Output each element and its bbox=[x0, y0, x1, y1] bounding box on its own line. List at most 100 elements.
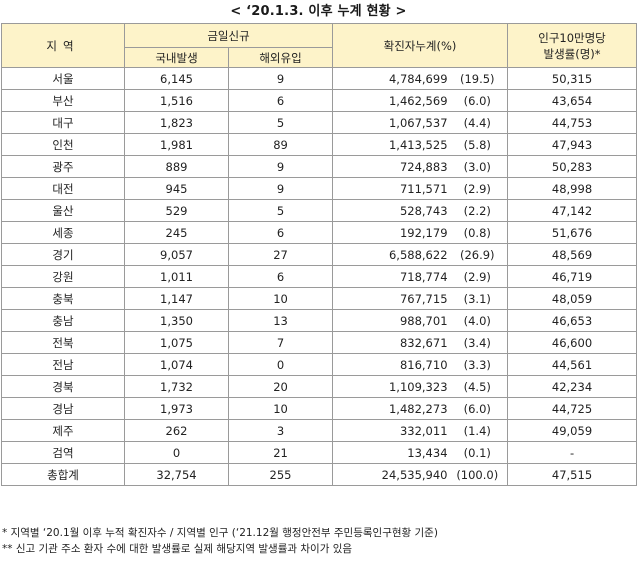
cumulative-cell: 1,482,273 bbox=[332, 397, 448, 420]
domestic-cell: 6,145 bbox=[124, 67, 229, 90]
header-per100k-line1: 인구10만명당 bbox=[538, 30, 606, 45]
domestic-cell: 529 bbox=[124, 199, 229, 222]
region-cell: 경북 bbox=[1, 375, 125, 398]
region-cell: 전북 bbox=[1, 331, 125, 354]
overseas-cell: 7 bbox=[227, 331, 334, 354]
cumulative-cell: 1,413,525 bbox=[332, 133, 448, 156]
overseas-cell: 6 bbox=[227, 221, 334, 244]
region-cell: 광주 bbox=[1, 155, 125, 178]
domestic-cell: 245 bbox=[124, 221, 229, 244]
percent-cell: (2.9) bbox=[447, 265, 509, 288]
table-row: 대구 1,823 5 1,067,537 (4.4) 44,753 bbox=[1, 111, 637, 134]
percent-cell: (4.0) bbox=[447, 309, 509, 332]
header-today-new: 금일신규 bbox=[123, 23, 334, 48]
cumulative-cell: 1,109,323 bbox=[332, 375, 448, 398]
cumulative-cell: 24,535,940 bbox=[332, 463, 448, 486]
region-cell: 제주 bbox=[1, 419, 125, 442]
percent-cell: (2.2) bbox=[447, 199, 509, 222]
domestic-cell: 1,732 bbox=[124, 375, 229, 398]
table-body: 서울 6,145 9 4,784,699 (19.5) 50,315 부산 1,516 6 1,4… bbox=[1, 67, 637, 486]
overseas-cell: 6 bbox=[227, 89, 334, 112]
region-cell: 인천 bbox=[1, 133, 125, 156]
cumulative-cell: 718,774 bbox=[332, 265, 448, 288]
region-cell: 대구 bbox=[1, 111, 125, 134]
per100k-cell: 50,283 bbox=[507, 155, 637, 178]
percent-cell: (0.8) bbox=[447, 221, 509, 244]
cumulative-cell: 767,715 bbox=[332, 287, 448, 310]
percent-cell: (4.4) bbox=[447, 111, 509, 134]
per100k-cell: - bbox=[507, 441, 637, 464]
per100k-cell: 44,561 bbox=[507, 353, 637, 376]
cumulative-cell: 6,588,622 bbox=[332, 243, 448, 266]
region-cell: 부산 bbox=[1, 89, 125, 112]
overseas-cell: 21 bbox=[227, 441, 334, 464]
header-overseas: 해외유입 bbox=[227, 47, 334, 68]
percent-cell: (0.1) bbox=[447, 441, 509, 464]
cumulative-cell: 816,710 bbox=[332, 353, 448, 376]
overseas-cell: 3 bbox=[227, 419, 334, 442]
domestic-cell: 1,823 bbox=[124, 111, 229, 134]
percent-cell: (3.0) bbox=[447, 155, 509, 178]
percent-cell: (1.4) bbox=[447, 419, 509, 442]
regional-cumulative-table: 지역 금일신규 확진자누계(%) 인구10만명당 발생률(명)* 국내발생 해외… bbox=[1, 23, 637, 486]
cumulative-cell: 1,067,537 bbox=[332, 111, 448, 134]
table-title: < ‘20.1.3. 이후 누계 현황 > bbox=[230, 4, 407, 19]
overseas-cell: 6 bbox=[227, 265, 334, 288]
table-row: 울산 529 5 528,743 (2.2) 47,142 bbox=[1, 199, 637, 222]
per100k-cell: 51,676 bbox=[507, 221, 637, 244]
per100k-cell: 50,315 bbox=[507, 67, 637, 90]
header-per100k-line2: 발생률(명)* bbox=[543, 46, 601, 61]
percent-cell: (3.4) bbox=[447, 331, 509, 354]
cumulative-cell: 724,883 bbox=[332, 155, 448, 178]
table-row: 강원 1,011 6 718,774 (2.9) 46,719 bbox=[1, 265, 637, 288]
region-cell: 경기 bbox=[1, 243, 125, 266]
per100k-cell: 44,725 bbox=[507, 397, 637, 420]
table-row: 대전 945 9 711,571 (2.9) 48,998 bbox=[1, 177, 637, 200]
region-cell: 강원 bbox=[1, 265, 125, 288]
per100k-cell: 44,753 bbox=[507, 111, 637, 134]
percent-cell: (19.5) bbox=[447, 67, 509, 90]
domestic-cell: 1,516 bbox=[124, 89, 229, 112]
percent-cell: (2.9) bbox=[447, 177, 509, 200]
table-row: 충북 1,147 10 767,715 (3.1) 48,059 bbox=[1, 287, 637, 310]
domestic-cell: 889 bbox=[124, 155, 229, 178]
per100k-cell: 47,943 bbox=[507, 133, 637, 156]
header-per100k: 인구10만명당 발생률(명)* bbox=[507, 23, 637, 68]
table-row: 전남 1,074 0 816,710 (3.3) 44,561 bbox=[1, 353, 637, 376]
region-cell: 세종 bbox=[1, 221, 125, 244]
overseas-cell: 27 bbox=[227, 243, 334, 266]
domestic-cell: 945 bbox=[124, 177, 229, 200]
domestic-cell: 9,057 bbox=[124, 243, 229, 266]
cumulative-cell: 711,571 bbox=[332, 177, 448, 200]
overseas-cell: 20 bbox=[227, 375, 334, 398]
region-cell: 경남 bbox=[1, 397, 125, 420]
percent-cell: (6.0) bbox=[447, 89, 509, 112]
percent-cell: (26.9) bbox=[447, 243, 509, 266]
region-cell: 충북 bbox=[1, 287, 125, 310]
domestic-cell: 1,147 bbox=[124, 287, 229, 310]
table-row: 부산 1,516 6 1,462,569 (6.0) 43,654 bbox=[1, 89, 637, 112]
header-cumulative: 확진자누계(%) bbox=[332, 23, 509, 68]
percent-cell: (100.0) bbox=[447, 463, 509, 486]
region-cell: 전남 bbox=[1, 353, 125, 376]
per100k-cell: 46,653 bbox=[507, 309, 637, 332]
table-row: 광주 889 9 724,883 (3.0) 50,283 bbox=[1, 155, 637, 178]
table-row: 경북 1,732 20 1,109,323 (4.5) 42,234 bbox=[1, 375, 637, 398]
per100k-cell: 43,654 bbox=[507, 89, 637, 112]
percent-cell: (4.5) bbox=[447, 375, 509, 398]
overseas-cell: 5 bbox=[227, 199, 334, 222]
percent-cell: (3.1) bbox=[447, 287, 509, 310]
region-cell: 대전 bbox=[1, 177, 125, 200]
per100k-cell: 49,059 bbox=[507, 419, 637, 442]
cumulative-cell: 528,743 bbox=[332, 199, 448, 222]
overseas-cell: 9 bbox=[227, 67, 334, 90]
footnote-1: * 지역별 ‘20.1월 이후 누적 확진자수 / 지역별 인구 (‘21.12… bbox=[2, 527, 438, 539]
per100k-cell: 47,142 bbox=[507, 199, 637, 222]
region-cell: 울산 bbox=[1, 199, 125, 222]
region-cell: 서울 bbox=[1, 67, 125, 90]
overseas-cell: 5 bbox=[227, 111, 334, 134]
region-cell: 검역 bbox=[1, 441, 125, 464]
table-row: 전북 1,075 7 832,671 (3.4) 46,600 bbox=[1, 331, 637, 354]
per100k-cell: 46,600 bbox=[507, 331, 637, 354]
percent-cell: (6.0) bbox=[447, 397, 509, 420]
